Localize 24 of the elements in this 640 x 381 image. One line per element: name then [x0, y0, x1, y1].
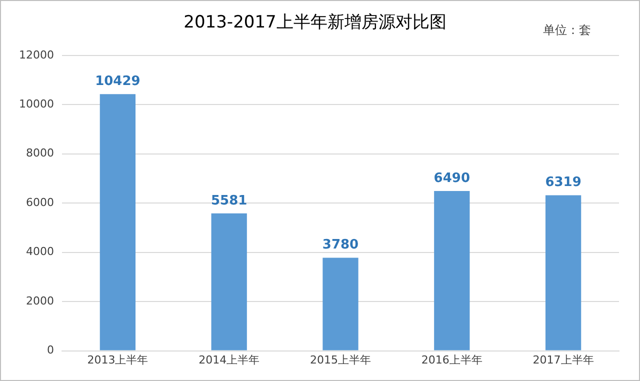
- bar: [545, 195, 582, 350]
- data-label: 3780: [322, 238, 359, 253]
- bar: [322, 258, 358, 350]
- y-tick-label: 6000: [26, 196, 54, 209]
- text: 单位：套: [543, 23, 591, 38]
- y-tick-label: 4000: [26, 245, 54, 258]
- bar: [434, 191, 470, 350]
- y-tick-label: 2000: [26, 294, 54, 308]
- data-label: 10429: [95, 74, 140, 89]
- chart-title: 2013-2017上半年新增房源对比图: [184, 12, 446, 33]
- y-tick-label: 0: [46, 344, 54, 357]
- data-label: 6319: [545, 175, 582, 190]
- data-label: 6490: [434, 170, 470, 186]
- bar: [211, 213, 247, 350]
- bar: [100, 94, 136, 350]
- x-tick-label: 2016上半年: [421, 353, 482, 366]
- y-tick-label: 12000: [18, 48, 54, 62]
- x-tick-label: 2013上半年: [87, 353, 148, 366]
- x-tick-label: 2017上半年: [532, 353, 594, 366]
- data-label: 5581: [211, 193, 248, 208]
- x-tick-label: 2014上半年: [198, 353, 260, 366]
- y-tick-label: 8000: [26, 146, 54, 160]
- x-tick-label: 2015上半年: [310, 353, 371, 366]
- y-tick-label: 10000: [18, 97, 54, 110]
